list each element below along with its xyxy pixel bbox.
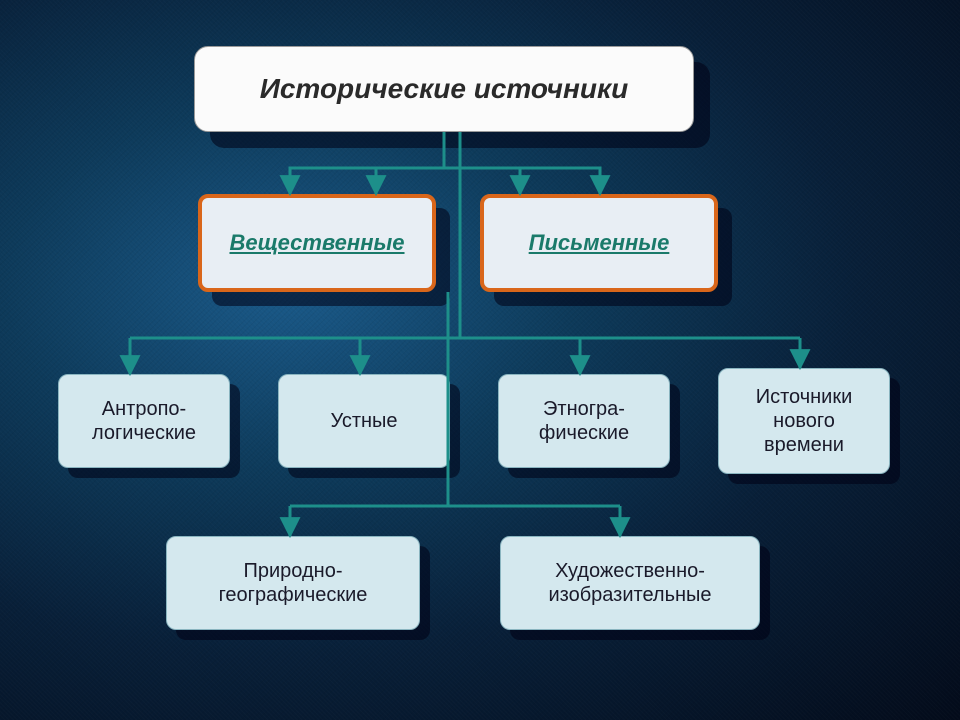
leaf-label-ethno: Этногра-фические (539, 397, 629, 445)
leaf-label-modern: Источникиновоговремени (756, 385, 853, 457)
leaf-box-oral: Устные (278, 374, 450, 468)
leaf-label-geo: Природно-географические (219, 559, 368, 607)
mid-box-written: Письменные (480, 194, 718, 292)
leaf-label-anthro: Антропо-логические (92, 397, 196, 445)
leaf-box-anthro: Антропо-логические (58, 374, 230, 468)
title-box: Исторические источники (194, 46, 694, 132)
mid-box-material: Вещественные (198, 194, 436, 292)
leaf-label-art: Художественно-изобразительные (548, 559, 711, 607)
leaf-box-geo: Природно-географические (166, 536, 420, 630)
leaf-box-ethno: Этногра-фические (498, 374, 670, 468)
mid-label-written: Письменные (529, 230, 670, 256)
leaf-label-oral: Устные (330, 409, 397, 433)
mid-label-material: Вещественные (229, 230, 404, 256)
leaf-box-modern: Источникиновоговремени (718, 368, 890, 474)
title-text: Исторические источники (260, 73, 629, 105)
leaf-box-art: Художественно-изобразительные (500, 536, 760, 630)
